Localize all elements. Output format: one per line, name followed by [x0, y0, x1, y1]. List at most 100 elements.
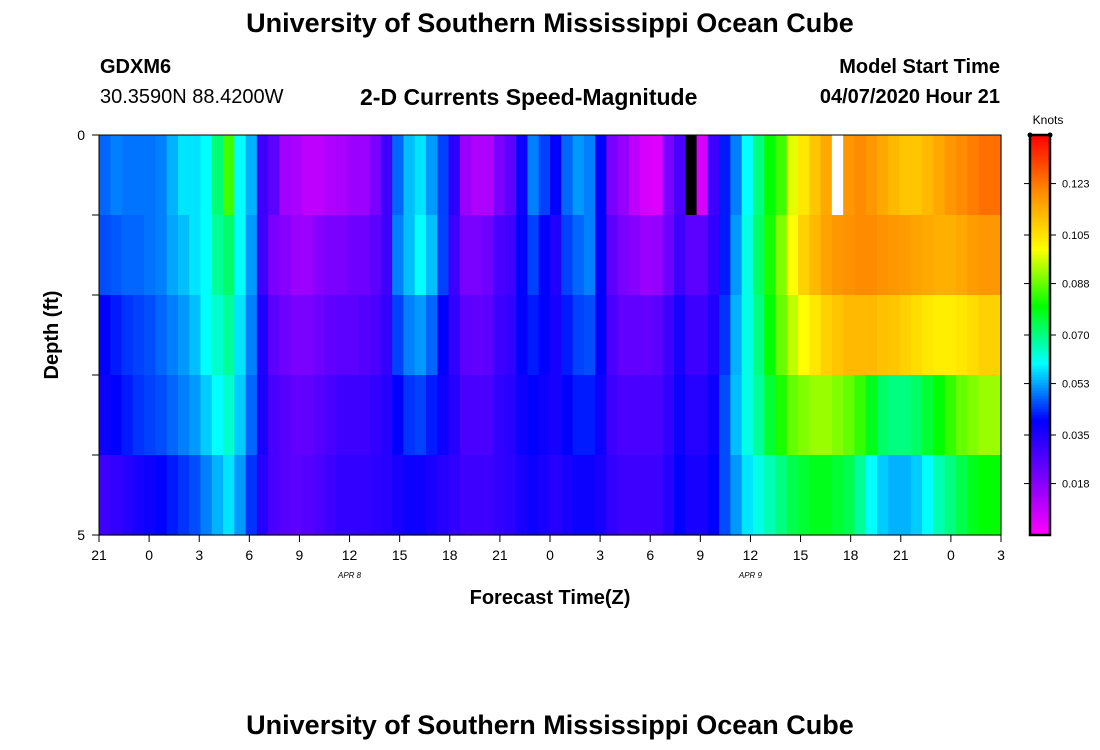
heatmap-cell [448, 215, 461, 296]
heatmap-cell [764, 375, 777, 456]
colorbar-swatch [1030, 313, 1050, 316]
colorbar-swatch [1030, 281, 1050, 284]
colorbar-swatch [1030, 187, 1050, 190]
x-tick-label: 3 [195, 547, 203, 563]
heatmap-cell [493, 375, 506, 456]
colorbar-swatch [1030, 449, 1050, 452]
heatmap-cell [978, 295, 991, 376]
heatmap-cell [752, 295, 765, 376]
heatmap-cell [854, 135, 867, 216]
heatmap-cell [955, 455, 968, 536]
heatmap-cell [200, 295, 213, 376]
colorbar-swatch [1030, 207, 1050, 210]
colorbar-swatch [1030, 237, 1050, 240]
heatmap-cell [662, 455, 675, 536]
x-tick-label: 15 [793, 547, 809, 563]
heatmap-cell [550, 215, 562, 296]
heatmap-cell [392, 455, 405, 536]
heatmap-cell [798, 295, 810, 376]
heatmap-cell [425, 375, 438, 456]
heatmap-cell [933, 375, 946, 456]
colorbar-swatch [1030, 425, 1050, 428]
heatmap-cell [888, 215, 901, 296]
heatmap-cell [730, 135, 743, 216]
colorbar-swatch [1030, 355, 1050, 358]
heatmap-cell [978, 135, 991, 216]
colorbar-swatch [1030, 149, 1050, 152]
x-tick-label: 9 [696, 547, 704, 563]
colorbar-swatch [1030, 377, 1050, 380]
colorbar-swatch [1030, 145, 1050, 148]
heatmap-cell [550, 455, 562, 536]
colorbar-swatch [1030, 189, 1050, 192]
heatmap-cell [504, 295, 517, 376]
colorbar-swatch [1030, 285, 1050, 288]
heatmap-cell [132, 135, 145, 216]
x-tick-label: 21 [91, 547, 107, 563]
heatmap-cell [674, 375, 686, 456]
colorbar-swatch [1030, 221, 1050, 224]
heatmap-cell [730, 455, 743, 536]
heatmap-cell [99, 295, 111, 376]
colorbar-swatch [1030, 509, 1050, 512]
heatmap-cell [955, 295, 968, 376]
heatmap-cell [730, 215, 743, 296]
colorbar-swatch [1030, 213, 1050, 216]
colorbar-swatch [1030, 469, 1050, 472]
x-tick-label: 0 [947, 547, 955, 563]
colorbar-swatch [1030, 421, 1050, 424]
colorbar-swatch [1030, 361, 1050, 364]
heatmap-cell [279, 455, 292, 536]
colorbar-tick-label: 0.123 [1062, 179, 1090, 191]
heatmap-cell [189, 215, 202, 296]
heatmap-cell [775, 375, 788, 456]
colorbar-swatch [1030, 307, 1050, 310]
heatmap-cell [437, 135, 450, 216]
heatmap-cell [922, 135, 934, 216]
heatmap-cell [662, 295, 675, 376]
heatmap-cell [256, 135, 269, 216]
heatmap-cell [437, 375, 450, 456]
heatmap-cell [538, 215, 551, 296]
heatmap-cell [730, 375, 743, 456]
heatmap-cell [899, 375, 912, 456]
heatmap-cell [437, 215, 450, 296]
heatmap-cell [628, 215, 641, 296]
heatmap-cell [516, 455, 529, 536]
heatmap-cell [347, 375, 359, 456]
colorbar-swatch [1030, 497, 1050, 500]
heatmap-cell [121, 135, 134, 216]
heatmap-cell [471, 375, 483, 456]
heatmap-cell [448, 375, 461, 456]
heatmap-cell [538, 375, 551, 456]
colorbar-swatch [1030, 299, 1050, 302]
colorbar-swatch [1030, 279, 1050, 282]
heatmap-cell [798, 215, 810, 296]
colorbar-swatch [1030, 217, 1050, 220]
heatmap-cell [865, 135, 878, 216]
heatmap-cell [572, 295, 585, 376]
heatmap-cell [561, 215, 574, 296]
heatmap-cell [290, 375, 303, 456]
heatmap-cell [392, 375, 405, 456]
heatmap-cell [527, 135, 540, 216]
heatmap-cell [741, 295, 754, 376]
heatmap-cell [347, 215, 359, 296]
heatmap-cell [324, 215, 337, 296]
heatmap-cell [324, 135, 337, 216]
heatmap-cell [933, 215, 946, 296]
heatmap-cell [640, 295, 653, 376]
heatmap-cell [595, 215, 607, 296]
colorbar-swatch [1030, 203, 1050, 206]
colorbar-swatch [1030, 489, 1050, 492]
heatmap-cell [347, 295, 359, 376]
heatmap-cell [268, 215, 281, 296]
colorbar-swatch [1030, 337, 1050, 340]
heatmap-cell [538, 455, 551, 536]
heatmap-cell [595, 135, 607, 216]
colorbar-swatch [1030, 475, 1050, 478]
heatmap-cell [279, 295, 292, 376]
colorbar-swatch [1030, 231, 1050, 234]
heatmap-cell [933, 455, 946, 536]
heatmap-cell [200, 455, 213, 536]
